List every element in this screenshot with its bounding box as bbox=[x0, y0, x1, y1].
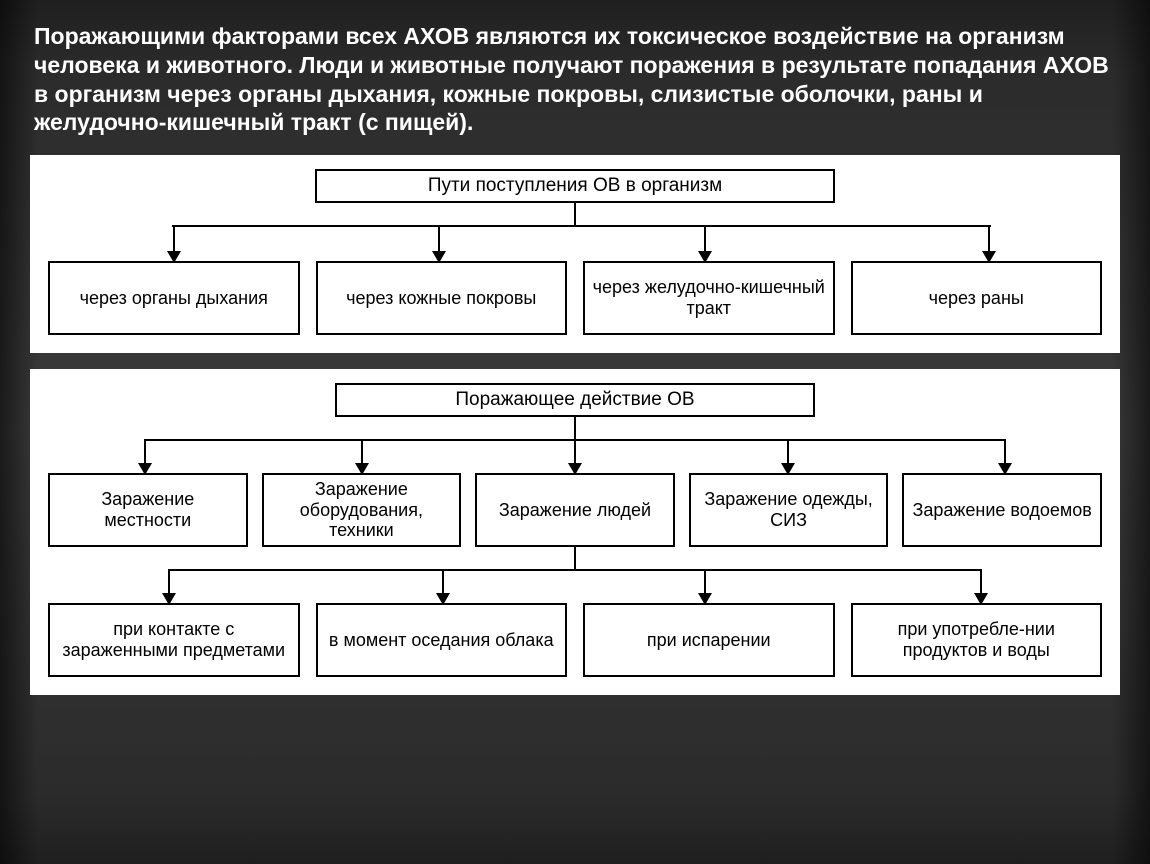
diagram2-l1-drop-2 bbox=[361, 439, 363, 473]
diagram1-connectors bbox=[44, 203, 1106, 261]
diagram1-child-1: через органы дыхания bbox=[48, 261, 300, 335]
diagram2-root-box: Поражающее действие ОВ bbox=[335, 383, 815, 417]
diagram2-level1-row: Заражение местности Заражение оборудован… bbox=[44, 473, 1106, 547]
diagram2-l2-drop-4 bbox=[980, 569, 982, 603]
diagram2-l1-drop-5 bbox=[1004, 439, 1006, 473]
diagram2-l2-drop-1 bbox=[168, 569, 170, 603]
diagram2-panel: Поражающее действие ОВ Заражение местнос… bbox=[30, 369, 1120, 695]
slide: Поражающими факторами всех АХОВ являются… bbox=[0, 0, 1150, 864]
diagram2-level2-row: при контакте с зараженными предметами в … bbox=[44, 603, 1106, 677]
diagram2-l1-box-3: Заражение людей bbox=[475, 473, 675, 547]
diagram1-children-row: через органы дыхания через кожные покров… bbox=[44, 261, 1106, 335]
diagram2-l2-box-1: при контакте с зараженными предметами bbox=[48, 603, 300, 677]
diagram1-child-2: через кожные покровы bbox=[316, 261, 568, 335]
diagram2-l1-drop-1 bbox=[144, 439, 146, 473]
diagram2-l2-drop-2 bbox=[442, 569, 444, 603]
diagram2-hline-2 bbox=[169, 569, 981, 571]
diagram2-l2-box-3: при испарении bbox=[583, 603, 835, 677]
diagram1-root-drop bbox=[574, 203, 576, 225]
diagram1-child-4: через раны bbox=[851, 261, 1103, 335]
diagram1-root-box: Пути поступления ОВ в организм bbox=[315, 169, 835, 203]
diagram2-l1-box-5: Заражение водоемов bbox=[902, 473, 1102, 547]
intro-paragraph: Поражающими факторами всех АХОВ являются… bbox=[34, 22, 1116, 137]
diagram2-l1-drop-4 bbox=[787, 439, 789, 473]
diagram1-child-3: через желудочно-кишечный тракт bbox=[583, 261, 835, 335]
diagram2-root-drop bbox=[574, 417, 576, 439]
diagram1-panel: Пути поступления ОВ в организм через орг… bbox=[30, 155, 1120, 353]
diagram2-l2-drop-3 bbox=[704, 569, 706, 603]
diagram2-l1-box-2: Заражение оборудования, техники bbox=[262, 473, 462, 547]
diagram2-l1-drop-3 bbox=[574, 439, 576, 473]
diagram2-l1-to-l2-drop bbox=[574, 547, 576, 569]
diagram1-hline bbox=[172, 225, 991, 227]
diagram2-l2-box-4: при употребле-нии продуктов и воды bbox=[851, 603, 1103, 677]
diagram2-l1-box-1: Заражение местности bbox=[48, 473, 248, 547]
diagram2-connectors-2 bbox=[44, 547, 1106, 603]
diagram1-root-wrap: Пути поступления ОВ в организм bbox=[44, 169, 1106, 203]
diagram2-connectors-1 bbox=[44, 417, 1106, 473]
diagram1-drop-4 bbox=[988, 225, 990, 261]
diagram2-l1-box-4: Заражение одежды, СИЗ bbox=[689, 473, 889, 547]
diagram2-l2-box-2: в момент оседания облака bbox=[316, 603, 568, 677]
diagram1-drop-1 bbox=[173, 225, 175, 261]
diagram2-root-wrap: Поражающее действие ОВ bbox=[44, 383, 1106, 417]
diagram1-drop-2 bbox=[438, 225, 440, 261]
diagram1-drop-3 bbox=[704, 225, 706, 261]
